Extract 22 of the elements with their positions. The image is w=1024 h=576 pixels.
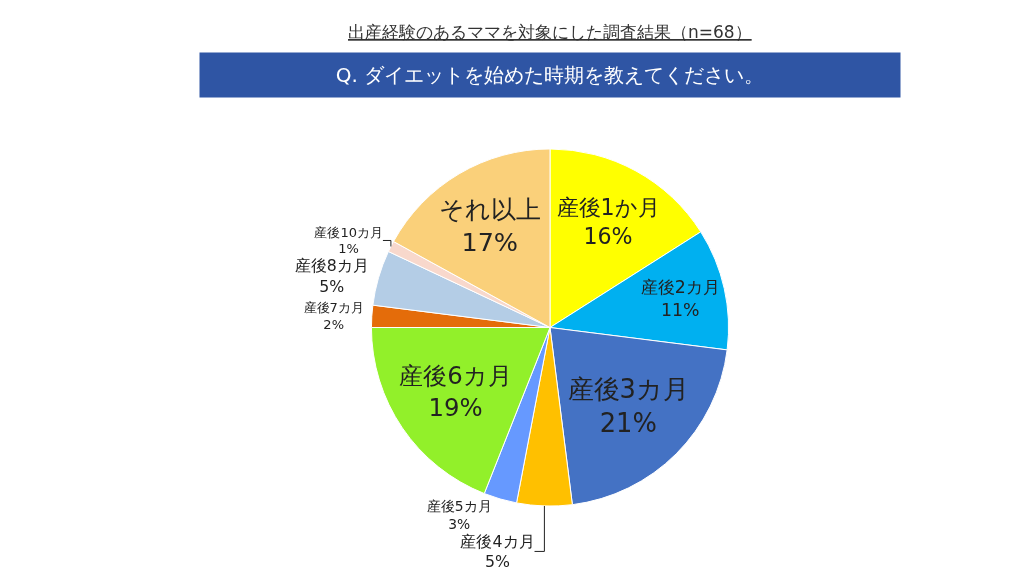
slice-label: 産後10カ月 <box>314 224 383 240</box>
chart-subtitle: Q. ダイエットを始めた時期を教えてください。 <box>335 63 765 87</box>
data-label: 5% <box>319 276 345 296</box>
slice-label: 産後3カ月 <box>567 374 689 405</box>
data-label: 19% <box>428 392 483 422</box>
data-label: 1% <box>338 241 359 257</box>
chart-title: 出産経験のあるママを対象にした調査結果（n=68） <box>348 22 752 42</box>
slice-label: 産後7カ月 <box>303 300 364 316</box>
data-label: 17% <box>461 227 519 258</box>
data-label: 5% <box>485 552 511 572</box>
slice-label: 産後8カ月 <box>294 256 369 276</box>
data-label: 21% <box>599 407 657 438</box>
slice-label: それ以上 <box>438 194 541 225</box>
slice-label: 産後1か月 <box>556 194 660 221</box>
data-label: 2% <box>323 317 344 333</box>
slice-label: 産後6カ月 <box>399 361 512 391</box>
data-label: 11% <box>660 299 700 320</box>
slice-label: 産後4カ月 <box>460 531 535 551</box>
slice-label: 産後5カ月 <box>426 497 492 514</box>
data-label: 16% <box>583 222 633 249</box>
data-label: 3% <box>448 515 471 532</box>
slice-label: 産後2カ月 <box>640 277 720 298</box>
